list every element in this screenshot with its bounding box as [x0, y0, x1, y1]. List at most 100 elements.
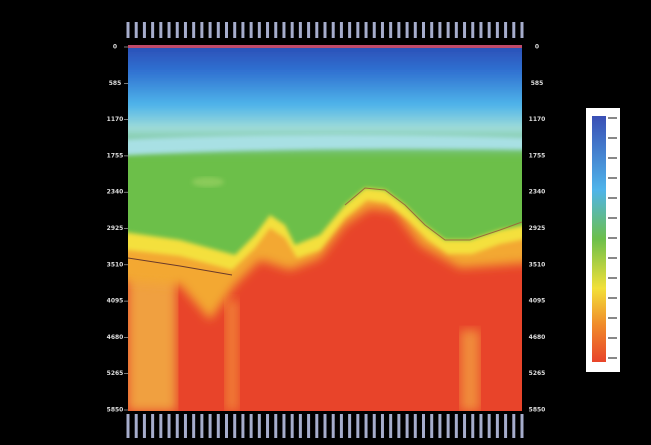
- station-marker: [192, 22, 196, 38]
- colorbar: [592, 116, 606, 362]
- y-tick-label-right: 1755: [529, 152, 546, 159]
- y-tick-label: 4095: [107, 298, 124, 305]
- station-marker: [225, 22, 228, 38]
- station-marker: [495, 414, 499, 438]
- station-marker: [520, 414, 524, 438]
- station-marker: [249, 22, 253, 38]
- station-marker: [413, 414, 417, 438]
- station-marker: [348, 22, 352, 38]
- station-marker: [331, 22, 335, 38]
- station-marker: [183, 22, 187, 38]
- station-marker: [216, 414, 220, 438]
- station-marker: [142, 22, 146, 38]
- station-markers: [126, 22, 524, 438]
- station-marker: [298, 414, 302, 438]
- station-marker: [167, 414, 171, 438]
- y-tick-label: 0: [113, 44, 117, 51]
- station-marker: [274, 414, 278, 438]
- colorbar-tick: [608, 297, 617, 299]
- station-marker: [405, 22, 409, 38]
- station-marker: [175, 414, 179, 438]
- y-tick-label: 2925: [107, 225, 124, 232]
- station-marker: [348, 414, 352, 438]
- y-tick-label-right: 2340: [529, 189, 546, 196]
- station-marker: [257, 414, 261, 438]
- station-marker: [282, 22, 286, 38]
- station-marker: [495, 22, 499, 38]
- station-marker: [463, 22, 467, 38]
- station-marker: [183, 414, 187, 438]
- station-marker: [167, 22, 171, 38]
- station-marker: [405, 414, 409, 438]
- colorbar-tick: [608, 217, 617, 219]
- station-marker: [430, 414, 434, 438]
- station-marker: [134, 414, 138, 438]
- station-marker: [298, 22, 302, 38]
- station-marker: [225, 414, 228, 438]
- station-marker: [438, 22, 442, 38]
- station-marker: [200, 414, 204, 438]
- station-marker: [512, 414, 516, 438]
- station-marker: [159, 414, 163, 438]
- y-tick-label-right: 1170: [529, 116, 546, 123]
- station-marker: [372, 22, 376, 38]
- station-marker: [126, 414, 130, 438]
- colorbar-tick: [608, 357, 617, 359]
- station-marker: [471, 22, 475, 38]
- station-marker: [463, 414, 467, 438]
- station-marker: [454, 22, 458, 38]
- station-marker: [315, 22, 319, 38]
- y-tick-label-right: 585: [531, 80, 544, 87]
- station-marker: [282, 414, 286, 438]
- y-tick-label: 3510: [107, 261, 124, 268]
- station-marker: [315, 414, 319, 438]
- station-marker: [233, 414, 237, 438]
- station-marker: [208, 22, 212, 38]
- station-marker: [430, 22, 434, 38]
- colorbar-tick: [608, 337, 617, 339]
- colorbar-tick: [608, 137, 617, 139]
- y-tick-label-right: 4095: [529, 298, 546, 305]
- station-marker: [479, 414, 483, 438]
- colorbar-tick: [608, 177, 617, 179]
- station-marker: [438, 414, 442, 438]
- station-marker: [175, 22, 179, 38]
- station-marker: [307, 414, 311, 438]
- station-marker: [192, 414, 196, 438]
- y-tick-label-right: 5265: [529, 370, 546, 377]
- colorbar-tick: [608, 157, 617, 159]
- station-marker: [413, 22, 417, 38]
- colorbar-ticks: [608, 117, 617, 359]
- y-tick-label: 1170: [107, 116, 124, 123]
- station-marker: [512, 22, 516, 38]
- station-marker: [159, 22, 163, 38]
- station-marker: [274, 22, 278, 38]
- station-marker: [422, 414, 425, 438]
- colorbar-tick: [608, 257, 617, 259]
- y-tick-label: 4680: [107, 334, 124, 341]
- station-marker: [151, 22, 155, 38]
- station-marker: [520, 22, 524, 38]
- station-marker: [249, 414, 253, 438]
- station-marker: [422, 22, 425, 38]
- station-marker: [364, 414, 368, 438]
- station-marker: [323, 414, 327, 438]
- station-marker: [266, 414, 270, 438]
- station-marker: [142, 414, 146, 438]
- station-marker: [471, 414, 475, 438]
- velocity-field: [128, 45, 522, 411]
- y-tick-label: 5850: [107, 407, 124, 414]
- y-tick-label-right: 2925: [529, 225, 546, 232]
- station-marker: [290, 414, 294, 438]
- station-marker: [290, 22, 294, 38]
- station-marker: [216, 22, 220, 38]
- station-marker: [454, 414, 458, 438]
- station-marker: [364, 22, 368, 38]
- y-tick-label-right: 3510: [529, 261, 546, 268]
- station-marker: [266, 22, 270, 38]
- station-marker: [208, 414, 212, 438]
- station-marker: [257, 22, 261, 38]
- station-marker: [126, 22, 130, 38]
- station-marker: [339, 414, 343, 438]
